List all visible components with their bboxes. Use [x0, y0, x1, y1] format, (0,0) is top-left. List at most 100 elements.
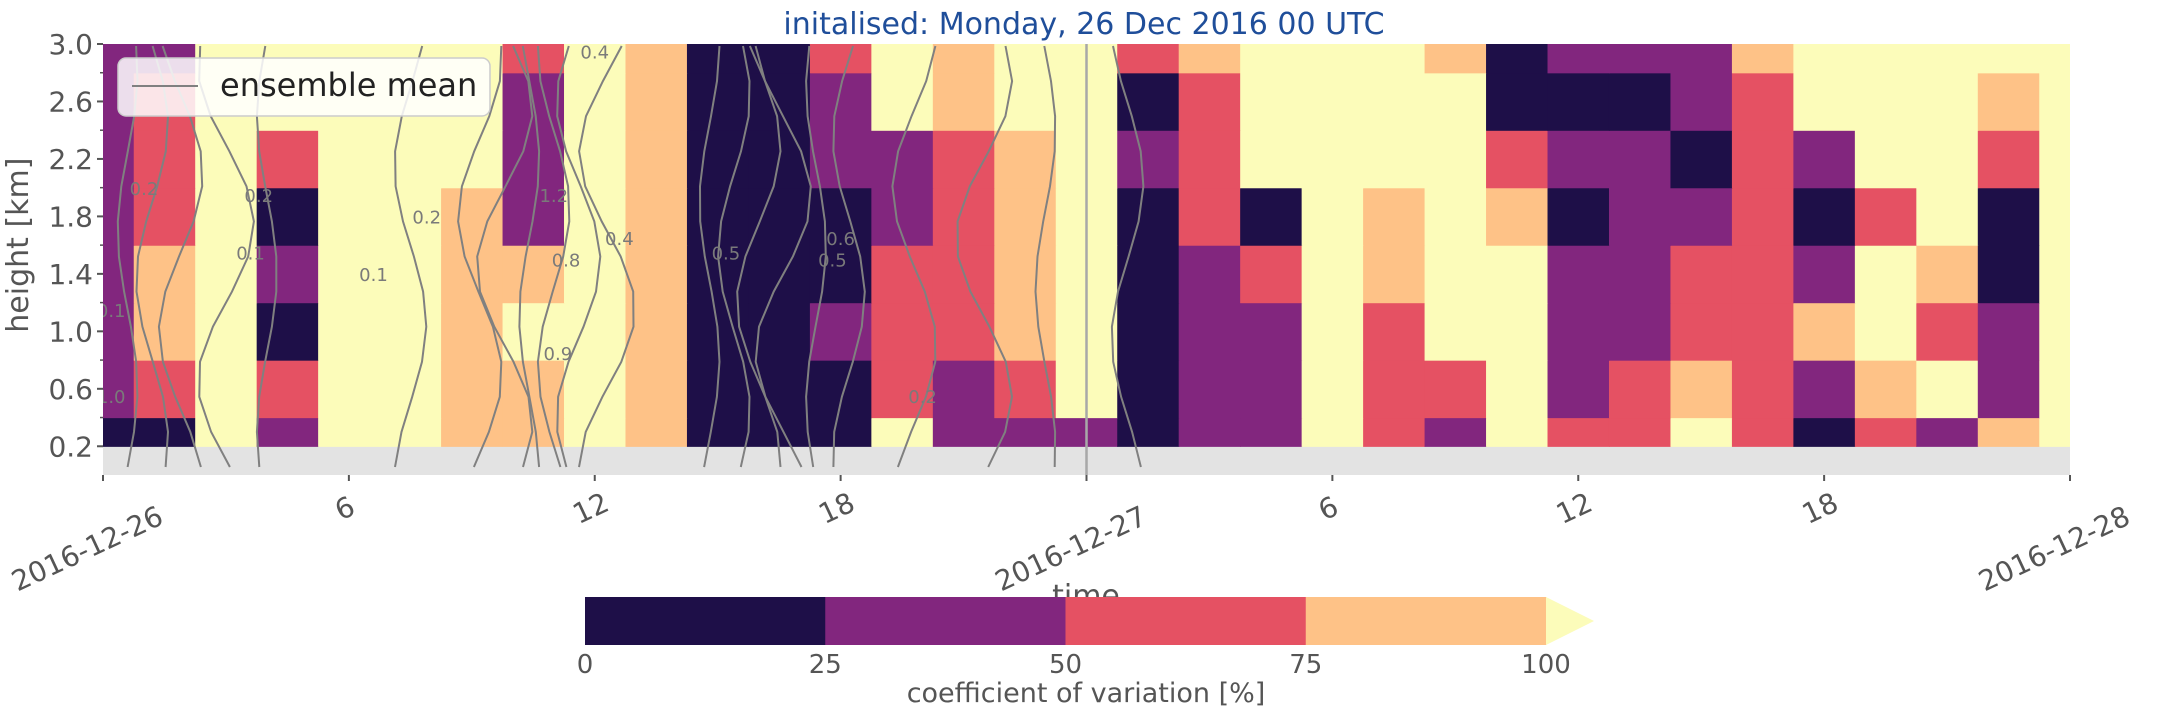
heatmap-cell — [2039, 417, 2070, 447]
heatmap-cell — [564, 360, 627, 419]
heatmap-cell — [1916, 417, 1979, 447]
heatmap-cell — [1731, 360, 1794, 419]
heatmap-cell — [932, 44, 995, 74]
heatmap-cell — [256, 360, 319, 419]
heatmap-cell — [1117, 44, 1180, 74]
heatmap-cell — [1608, 72, 1672, 131]
heatmap-cell — [103, 360, 135, 419]
heatmap-cell — [564, 187, 627, 246]
heatmap-cell — [1178, 302, 1241, 361]
heatmap-cell — [1670, 187, 1733, 246]
heatmap-cell — [1240, 417, 1303, 447]
heatmap-cell — [625, 360, 688, 419]
heatmap-cell — [686, 130, 750, 189]
heatmap-cell — [932, 302, 995, 361]
heatmap-cell — [1916, 44, 1979, 74]
heatmap-cell — [748, 72, 811, 131]
heatmap-cell — [1608, 44, 1672, 74]
heatmap-cell — [871, 417, 934, 447]
heatmap-cell — [1854, 245, 1917, 304]
heatmap-cell — [564, 302, 627, 361]
heatmap-cell — [195, 417, 258, 447]
mean-contour-line — [717, 45, 751, 468]
heatmap-cell — [1117, 187, 1180, 246]
contour-label: 0.2 — [244, 186, 273, 207]
heatmap-cell — [1363, 187, 1426, 246]
heatmap-cell — [1424, 245, 1487, 304]
heatmap-cell — [379, 187, 442, 246]
heatmap-cell — [1178, 72, 1241, 131]
heatmap-cell — [809, 130, 872, 189]
heatmap-cell — [1731, 72, 1794, 131]
legend-label: ensemble mean — [220, 66, 477, 104]
heatmap-cell — [1301, 302, 1364, 361]
x-tick-label: 18 — [1797, 486, 1843, 531]
heatmap-cell — [564, 417, 627, 447]
heatmap-cell — [256, 130, 319, 189]
heatmap-cell — [809, 187, 872, 246]
heatmap-cell — [1854, 130, 1917, 189]
heatmap-cell — [1731, 417, 1794, 447]
heatmap-cell — [625, 72, 688, 131]
heatmap-cell — [625, 44, 688, 74]
colorbar-tick-label: 100 — [1521, 650, 1571, 680]
contour-label: 0.1 — [359, 265, 388, 286]
heatmap-cell — [1363, 360, 1426, 419]
heatmap-cell — [1670, 130, 1733, 189]
heatmap-cell — [1731, 302, 1794, 361]
heatmap-cell — [1301, 130, 1364, 189]
heatmap-cell — [1363, 130, 1426, 189]
heatmap-cell — [1977, 360, 2040, 419]
heatmap-cell — [1547, 187, 1610, 246]
mean-contour-line — [1110, 45, 1145, 468]
heatmap-cell — [1854, 360, 1917, 419]
heatmap-cell — [1363, 302, 1426, 361]
contour-label: 1.0 — [97, 387, 126, 408]
heatmap-cell — [932, 130, 995, 189]
heatmap-cell — [1424, 302, 1487, 361]
y-tick-label: 1.0 — [48, 315, 93, 348]
heatmap-cell — [1793, 302, 1856, 361]
mean-contour-line — [956, 45, 1014, 468]
heatmap-cell — [1178, 417, 1241, 447]
heatmap-cell — [1117, 302, 1180, 361]
heatmap-cell — [625, 417, 688, 447]
heatmap-cell — [1178, 245, 1241, 304]
heatmap-cell — [1301, 44, 1364, 74]
heatmap-cell — [1117, 417, 1180, 447]
heatmap-cell — [379, 302, 442, 361]
heatmap-cell — [1363, 72, 1426, 131]
heatmap-cell — [1731, 245, 1794, 304]
heatmap-cell — [2039, 130, 2070, 189]
heatmap-cell — [1793, 417, 1856, 447]
colorbar: 0 25 50 75 100 — [577, 597, 1594, 680]
mean-contour-line — [698, 45, 721, 468]
contour-label: 0.5 — [712, 244, 741, 265]
heatmap-cell — [1301, 245, 1364, 304]
colorbar-segment — [1065, 597, 1307, 645]
heatmap-cell — [2039, 72, 2070, 131]
heatmap-cell — [318, 417, 381, 447]
heatmap-cell — [1240, 187, 1303, 246]
x-tick-label: 12 — [1551, 486, 1597, 531]
heatmap-cell — [1547, 302, 1610, 361]
contour-label: 0.1 — [97, 301, 126, 322]
contour-label: 0.2 — [412, 208, 441, 229]
heatmap-cell — [318, 130, 381, 189]
heatmap-cell — [2039, 44, 2070, 74]
heatmap-cell — [809, 72, 872, 131]
heatmap-cell — [1731, 187, 1794, 246]
heatmap-cell — [809, 302, 872, 361]
heatmap-cell — [1547, 417, 1610, 447]
contour-label: 0.2 — [908, 387, 937, 408]
heatmap-cell — [871, 302, 934, 361]
heatmap-cell — [1424, 44, 1487, 74]
contour-label: 0.1 — [236, 244, 265, 265]
colorbar-tick-label: 75 — [1289, 650, 1322, 680]
heatmap-cell — [994, 302, 1057, 361]
heatmap-cell — [1486, 72, 1549, 131]
heatmap-cell — [441, 417, 504, 447]
heatmap-cell — [1547, 245, 1610, 304]
heatmap-cell — [103, 417, 135, 447]
